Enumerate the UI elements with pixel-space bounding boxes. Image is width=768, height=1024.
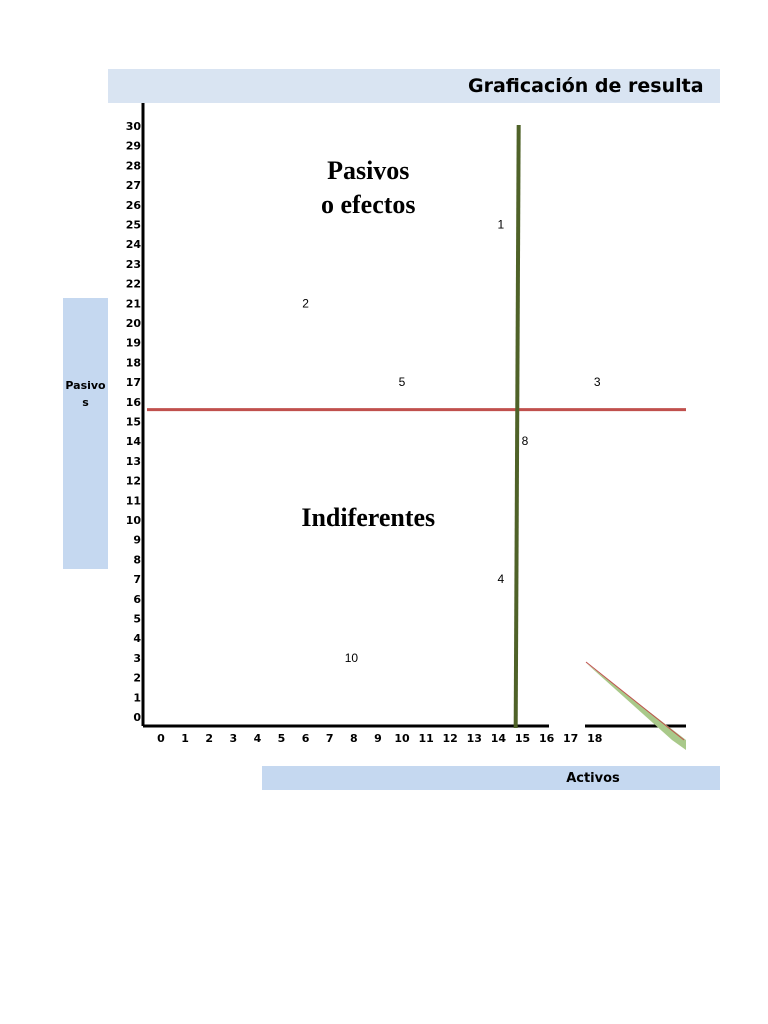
data-point-label: 10 — [345, 651, 359, 665]
quadrant-label: o efectos — [321, 190, 416, 219]
x-tick-label: 14 — [491, 732, 507, 745]
y-tick-label: 22 — [126, 278, 141, 291]
x-tick-label: 9 — [374, 732, 382, 745]
y-tick-label: 11 — [126, 494, 141, 507]
x-tick-label: 8 — [350, 732, 358, 745]
vertical-threshold-line — [513, 124, 521, 729]
y-tick-label: 20 — [126, 317, 142, 330]
x-tick-label: 11 — [418, 732, 433, 745]
x-tick-label: 16 — [539, 732, 555, 745]
y-tick-label: 14 — [126, 435, 142, 448]
y-tick-label: 18 — [126, 356, 141, 369]
y-tick-label: 27 — [126, 179, 141, 192]
y-tick-label: 26 — [126, 199, 142, 212]
data-point-label: 2 — [302, 296, 309, 310]
y-tick-label: 15 — [126, 416, 141, 429]
x-tick-label: 5 — [278, 732, 286, 745]
x-tick-label: 4 — [254, 732, 262, 745]
y-tick-label: 19 — [126, 337, 141, 350]
y-axis-label: Pasivos — [65, 379, 106, 409]
y-axis-label-box: Pasivos — [63, 298, 108, 569]
y-tick-label: 7 — [133, 573, 141, 586]
x-tick-label: 6 — [302, 732, 310, 745]
y-tick-label: 6 — [133, 593, 141, 606]
x-tick-label: 2 — [205, 732, 213, 745]
y-tick-label: 5 — [133, 613, 141, 626]
y-tick-label: 29 — [126, 140, 141, 153]
y-tick-label: 21 — [126, 297, 141, 310]
y-tick-label: 1 — [133, 691, 141, 704]
y-tick-label: 4 — [133, 632, 141, 645]
y-tick-label: 24 — [126, 238, 142, 251]
y-tick-label: 0 — [133, 711, 141, 724]
data-point-label: 3 — [594, 375, 601, 389]
x-tick-label: 0 — [157, 732, 165, 745]
x-tick-label: 13 — [467, 732, 482, 745]
x-axis-label-box: Activos — [262, 766, 720, 790]
y-tick-label: 12 — [126, 475, 141, 488]
chart-title: Graficación de resulta — [468, 75, 704, 97]
x-tick-label: 18 — [587, 732, 602, 745]
x-tick-label: 15 — [515, 732, 530, 745]
annotation-arrow-edge — [585, 661, 685, 741]
x-axis-label: Activos — [566, 771, 620, 786]
y-tick-label: 30 — [126, 120, 142, 133]
x-tick-label: 12 — [443, 732, 458, 745]
x-tick-label: 10 — [394, 732, 410, 745]
x-tick-label: 17 — [563, 732, 578, 745]
y-tick-label: 23 — [126, 258, 141, 271]
annotation-arrow — [586, 663, 686, 750]
data-point-label: 8 — [522, 434, 529, 448]
quadrant-label: Pasivos — [327, 156, 409, 185]
chart-title-bar: Graficación de resulta — [108, 69, 720, 103]
y-tick-label: 2 — [133, 672, 141, 685]
x-tick-label: 3 — [229, 732, 237, 745]
y-tick-label: 28 — [126, 159, 141, 172]
x-tick-label: 1 — [181, 732, 189, 745]
y-tick-label: 16 — [126, 396, 142, 409]
quadrant-label: Indiferentes — [301, 503, 435, 532]
y-tick-label: 9 — [133, 534, 141, 547]
data-point-label: 5 — [399, 375, 406, 389]
x-tick-label: 7 — [326, 732, 334, 745]
data-point-label: 1 — [497, 218, 504, 232]
y-tick-label: 13 — [126, 455, 141, 468]
data-point-label: 4 — [497, 572, 504, 586]
y-tick-label: 10 — [126, 514, 142, 527]
y-tick-label: 17 — [126, 376, 141, 389]
y-tick-label: 8 — [133, 553, 141, 566]
y-tick-label: 3 — [133, 652, 141, 665]
y-tick-label: 25 — [126, 219, 141, 232]
